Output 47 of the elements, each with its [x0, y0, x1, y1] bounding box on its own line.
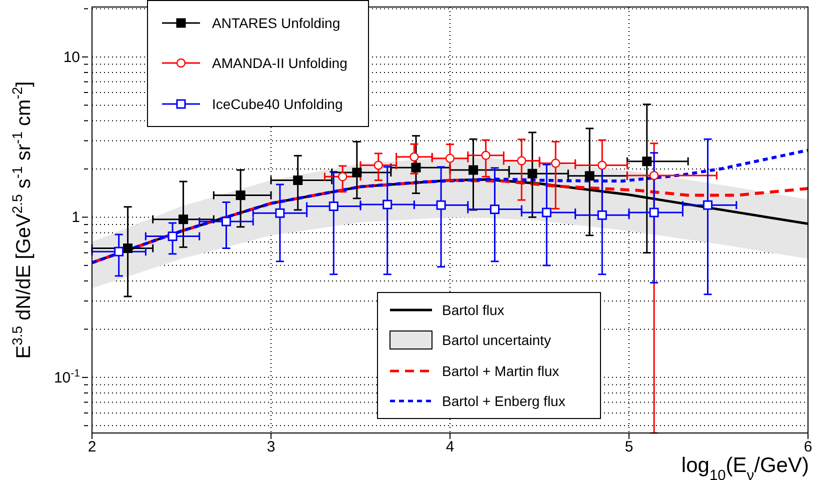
- legend-label: Bartol + Martin flux: [442, 362, 560, 379]
- point: [123, 244, 133, 253]
- point: [178, 214, 188, 224]
- point: [481, 150, 490, 160]
- point: [382, 200, 392, 210]
- point: [411, 162, 421, 172]
- point: [328, 202, 338, 212]
- point: [293, 176, 303, 186]
- point: [468, 165, 478, 175]
- point: [642, 156, 652, 166]
- y-tick-label: 10$^{-1}$: [54, 367, 80, 386]
- point: [649, 208, 659, 218]
- x-tick-label: 5: [624, 438, 634, 456]
- legend-label: Bartol flux: [442, 302, 504, 318]
- x-tick-label: 2: [88, 438, 96, 456]
- point: [528, 168, 538, 178]
- y-tick-label: 1: [72, 209, 80, 226]
- point: [445, 154, 455, 163]
- x-tick-label: 3: [266, 438, 276, 456]
- legend-label: AMANDA-II Unfolding: [212, 55, 348, 72]
- x-tick-label: 6: [804, 438, 812, 456]
- legend-label: Bartol + Enberg flux: [442, 392, 566, 409]
- point: [597, 210, 607, 220]
- legend-label: ANTARES Unfolding: [212, 15, 340, 32]
- point: [374, 160, 383, 170]
- point: [551, 158, 560, 168]
- point: [168, 232, 178, 242]
- point: [222, 216, 231, 226]
- point: [236, 190, 246, 200]
- point: [542, 208, 552, 218]
- point: [436, 200, 446, 210]
- point: [703, 200, 713, 210]
- point: [338, 172, 348, 182]
- annotation: Bartol uncertainty: [442, 332, 551, 348]
- point: [490, 204, 500, 214]
- x-axis-title: log$_{10}$(E$_{ν}$/GeV): [681, 454, 809, 480]
- y-tick-label: 10: [63, 48, 80, 66]
- point: [517, 156, 526, 166]
- x-tick-label: 4: [446, 438, 454, 456]
- point: [275, 208, 285, 218]
- point: [352, 168, 362, 178]
- legend-label: IceCube40 Unfolding: [212, 96, 343, 112]
- point: [114, 246, 124, 256]
- point: [649, 170, 659, 180]
- point: [598, 160, 607, 170]
- point: [584, 171, 594, 181]
- point: [410, 152, 419, 162]
